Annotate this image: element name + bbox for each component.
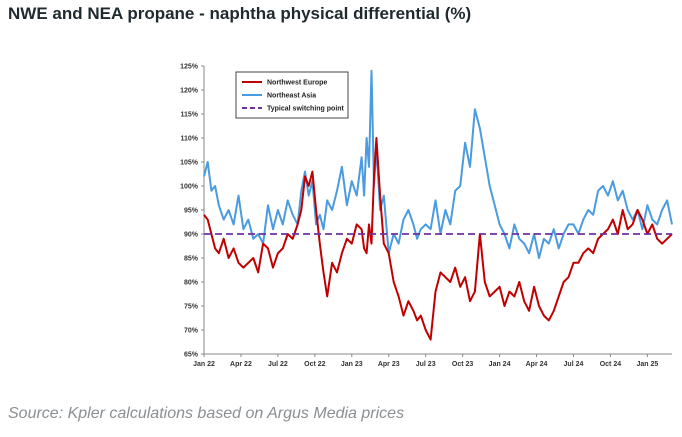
legend-threshold-label: Typical switching point — [267, 106, 345, 113]
y-tick-label: 105% — [180, 160, 199, 167]
y-tick-label: 85% — [184, 256, 199, 263]
x-tick-label: Jan 25 — [636, 361, 658, 368]
x-tick-label: Apr 24 — [526, 361, 548, 368]
northwest-europe-line — [203, 137, 673, 341]
y-tick-label: 75% — [184, 304, 199, 311]
y-tick-label: 120% — [180, 88, 199, 95]
source-note: Source: Kpler calculations based on Argu… — [8, 405, 405, 422]
y-tick-label: 70% — [184, 328, 199, 335]
x-tick-label: Oct 23 — [452, 361, 474, 368]
y-tick-label: 100% — [180, 184, 199, 191]
northeast-asia-line — [203, 69, 673, 259]
y-tick-label: 95% — [184, 208, 199, 215]
x-tick-label: Jul 24 — [564, 361, 584, 368]
line-chart: 65% 70% 75% 80% 85% 90% 95% 100% 105% 110% 115% 120… — [180, 64, 673, 368]
x-tick-label: Jan 24 — [489, 361, 511, 368]
chart-title: NWE and NEA propane - naphtha physical d… — [8, 4, 472, 23]
x-tick-label: Jan 22 — [193, 361, 215, 368]
x-tick-label: Oct 24 — [600, 361, 622, 368]
y-tick-label: 80% — [184, 280, 199, 287]
x-tick-label: Apr 23 — [378, 361, 400, 368]
y-tick-label: 65% — [184, 352, 199, 359]
y-tick-label: 110% — [180, 136, 198, 143]
legend-nwe-label: Northwest Europe — [267, 80, 327, 87]
y-tick-label: 90% — [184, 232, 199, 239]
x-tick-label: Jul 23 — [416, 361, 436, 368]
y-tick-label: 125% — [180, 64, 199, 71]
x-tick-label: Oct 22 — [304, 361, 326, 368]
y-tick-label: 115% — [180, 112, 198, 119]
x-tick-label: Jul 22 — [268, 361, 288, 368]
chart-area: 65% 70% 75% 80% 85% 90% 95% 100% 105% 110% 115% 120… — [140, 48, 680, 378]
x-tick-label: Jan 23 — [341, 361, 363, 368]
x-tick-label: Apr 22 — [230, 361, 252, 368]
legend-nea-label: Northeast Asia — [267, 93, 316, 100]
